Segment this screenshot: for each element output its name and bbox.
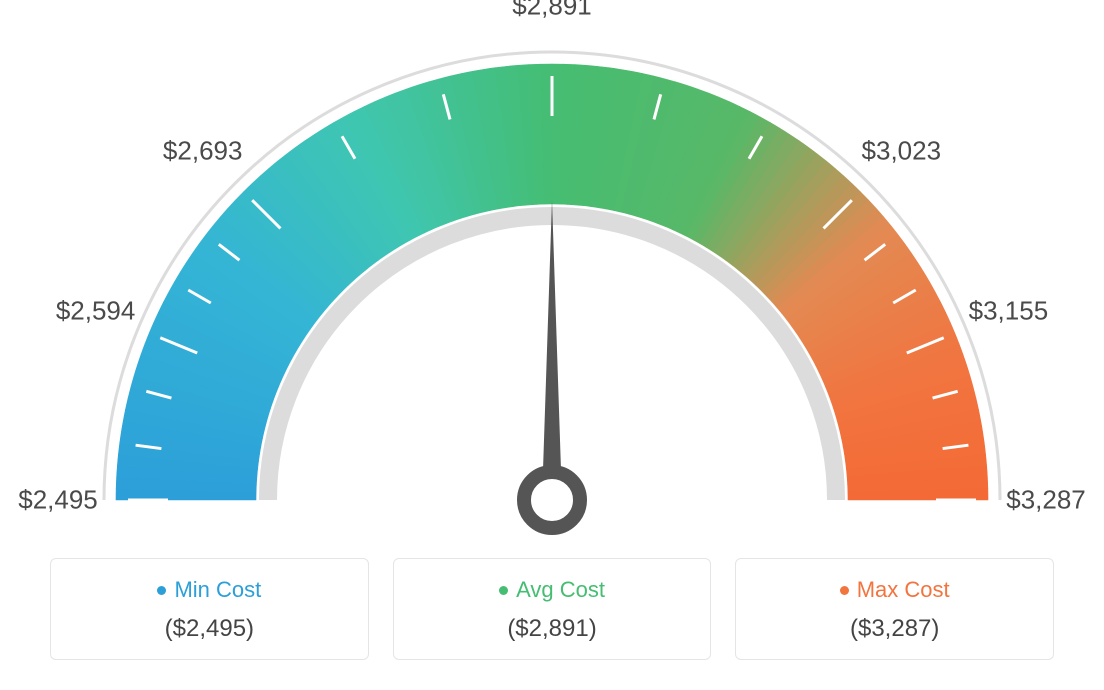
legend-value-min: ($2,495)	[165, 615, 254, 643]
legend-title-max-text: Max Cost	[857, 577, 950, 603]
gauge-tick-label: $3,155	[969, 295, 1049, 326]
legend-title-avg-text: Avg Cost	[516, 577, 605, 603]
legend-dot-avg	[499, 586, 508, 595]
legend-title-max: Max Cost	[840, 577, 950, 603]
gauge-svg	[0, 20, 1104, 580]
legend-card-min: Min Cost ($2,495)	[50, 558, 369, 660]
legend-title-min: Min Cost	[157, 577, 261, 603]
legend-title-avg: Avg Cost	[499, 577, 605, 603]
legend-dot-min	[157, 586, 166, 595]
legend-title-min-text: Min Cost	[174, 577, 261, 603]
gauge-needle	[542, 200, 562, 500]
legend-value-avg: ($2,891)	[507, 615, 596, 643]
gauge-tick-label: $2,891	[512, 0, 592, 22]
legend-card-max: Max Cost ($3,287)	[735, 558, 1054, 660]
gauge-tick-label: $3,023	[862, 135, 942, 166]
legend-value-max: ($3,287)	[850, 615, 939, 643]
gauge-area: $2,495$2,594$2,693$2,891$3,023$3,155$3,2…	[0, 20, 1104, 580]
gauge-tick-label: $2,594	[56, 295, 136, 326]
legend-dot-max	[840, 586, 849, 595]
gauge-tick-label: $3,287	[1006, 485, 1086, 516]
chart-container: $2,495 $2,594 $2,693 $2,891 $3,023 $3,155 $3,2…	[0, 0, 1104, 690]
legend-card-avg: Avg Cost ($2,891)	[393, 558, 712, 660]
gauge-tick-label: $2,693	[163, 135, 243, 166]
gauge-tick-label: $2,495	[18, 485, 98, 516]
gauge-hub	[524, 472, 580, 528]
legend-row: Min Cost ($2,495) Avg Cost ($2,891) Max …	[50, 558, 1054, 660]
